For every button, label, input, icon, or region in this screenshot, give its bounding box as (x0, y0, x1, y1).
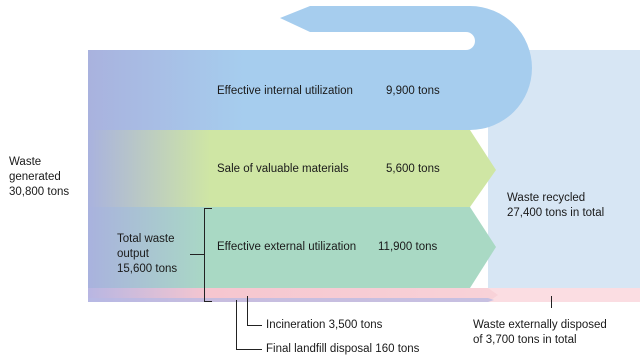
waste-generated-line1: Waste (9, 156, 42, 168)
total-output-bracket (190, 208, 212, 302)
incineration-leader-line (247, 296, 262, 326)
waste-recycled-line1: Waste recycled (507, 192, 586, 204)
internal-utilization-value: 9,900 tons (386, 85, 440, 97)
waste-generated-total: 30,800 tons (9, 186, 70, 198)
external-disposal-area (488, 288, 640, 302)
valuable-materials-flow (88, 130, 496, 207)
total-output-line2: output (117, 248, 149, 260)
waste-generated-label: Waste generated 30,800 tons (9, 155, 69, 200)
valuable-materials-label: Sale of valuable materials (217, 162, 349, 177)
external-utilization-value: 11,900 tons (378, 241, 438, 253)
landfill-label: Final landfill disposal 160 tons (266, 343, 420, 355)
internal-utilization-label: Effective internal utilization (217, 84, 353, 99)
total-output-label: Total waste output 15,600 tons (117, 232, 177, 277)
total-output-total: 15,600 tons (117, 263, 178, 275)
internal-utilization-name: Effective internal utilization (217, 85, 353, 97)
landfill-flow (88, 298, 494, 302)
incineration-label: Incineration 3,500 tons (266, 319, 383, 331)
external-disposal-total: of 3,700 tons in total (473, 334, 577, 346)
external-utilization-flow (88, 207, 496, 288)
landfill-leader-line (236, 300, 262, 350)
external-utilization-label: Effective external utilization (217, 240, 356, 255)
external-disposal-line1: Waste externally disposed (473, 319, 607, 331)
waste-recycled-total: 27,400 tons in total (507, 207, 605, 219)
valuable-materials-value: 5,600 tons (386, 163, 440, 175)
valuable-materials-name: Sale of valuable materials (217, 163, 349, 175)
waste-recycled-label: Waste recycled 27,400 tons in total (507, 191, 604, 221)
external-disposal-label: Waste externally disposed of 3,700 tons … (473, 318, 607, 348)
internal-utilization-flow (88, 6, 532, 130)
external-utilization-name: Effective external utilization (217, 241, 357, 253)
total-output-line1: Total waste (117, 233, 175, 245)
waste-generated-line2: generated (9, 171, 61, 183)
